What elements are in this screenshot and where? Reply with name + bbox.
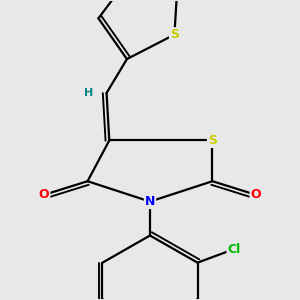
Text: N: N xyxy=(145,195,155,208)
Text: O: O xyxy=(39,188,50,201)
Text: S: S xyxy=(208,134,217,147)
Text: S: S xyxy=(170,28,179,41)
Text: O: O xyxy=(250,188,261,201)
Text: Cl: Cl xyxy=(227,243,241,256)
Text: H: H xyxy=(84,88,93,98)
